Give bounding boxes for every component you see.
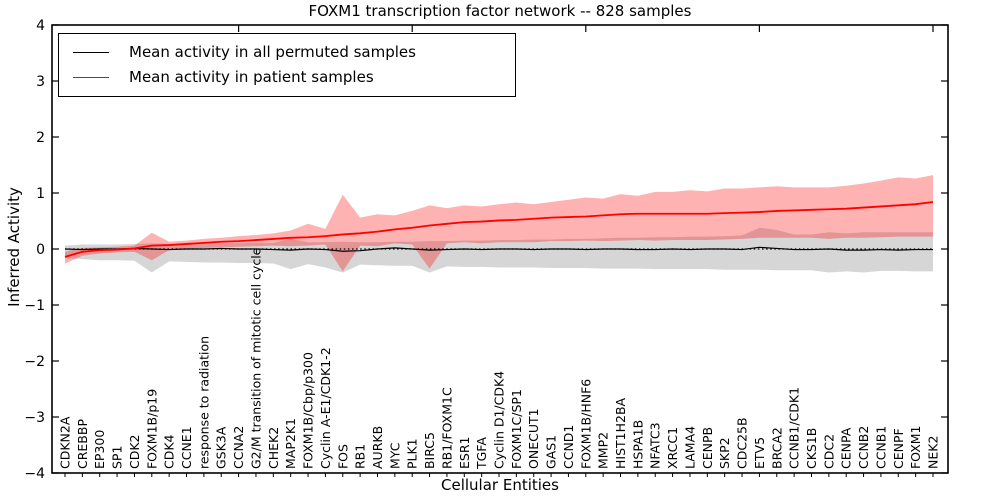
legend: Mean activity in all permuted samples Me… [58, 33, 516, 97]
svg-text:CDK2: CDK2 [127, 434, 142, 469]
svg-text:Cyclin D1/CDK4: Cyclin D1/CDK4 [492, 371, 507, 469]
svg-text:FOXM1B/HNF6: FOXM1B/HNF6 [578, 379, 593, 469]
svg-text:SP1: SP1 [110, 446, 125, 469]
x-axis-label: Cellular Entities [441, 476, 559, 494]
svg-text:CENPF: CENPF [891, 428, 906, 469]
svg-text:MAP2K1: MAP2K1 [283, 418, 298, 469]
svg-text:3: 3 [36, 74, 45, 90]
svg-text:CENPB: CENPB [700, 427, 715, 469]
svg-text:Cyclin A-E1/CDK1-2: Cyclin A-E1/CDK1-2 [318, 347, 333, 469]
svg-text:EP300: EP300 [92, 430, 107, 469]
svg-text:GSK3A: GSK3A [214, 426, 229, 469]
svg-text:BIRC5: BIRC5 [422, 432, 437, 469]
svg-text:BRCA2: BRCA2 [769, 427, 784, 469]
legend-item-patient: Mean activity in patient samples [59, 70, 515, 85]
svg-text:−1: −1 [24, 298, 45, 314]
svg-text:CCNB1: CCNB1 [873, 426, 888, 469]
svg-text:MYC: MYC [387, 442, 402, 469]
svg-text:FOXM1: FOXM1 [908, 425, 923, 469]
svg-text:1: 1 [36, 186, 45, 202]
svg-text:FOS: FOS [335, 444, 350, 469]
legend-label-patient: Mean activity in patient samples [129, 68, 374, 87]
svg-text:CCNE1: CCNE1 [179, 426, 194, 469]
svg-text:TGFA: TGFA [474, 437, 489, 470]
svg-text:4: 4 [36, 18, 45, 34]
svg-text:PLK1: PLK1 [405, 438, 420, 469]
svg-text:LAMA4: LAMA4 [682, 426, 697, 469]
svg-text:2: 2 [36, 130, 45, 146]
svg-text:CKS1B: CKS1B [804, 428, 819, 469]
svg-text:−4: −4 [24, 466, 45, 482]
svg-text:CDKN2A: CDKN2A [58, 416, 73, 469]
svg-text:HIST1H2BA: HIST1H2BA [613, 397, 628, 469]
svg-text:RB1/FOXM1C: RB1/FOXM1C [439, 387, 454, 469]
svg-text:GAS1: GAS1 [544, 435, 559, 469]
svg-text:NEK2: NEK2 [926, 436, 941, 469]
svg-text:RB1: RB1 [353, 444, 368, 469]
svg-text:CENPA: CENPA [839, 427, 854, 469]
svg-text:FOXM1B/p19: FOXM1B/p19 [144, 389, 159, 469]
svg-text:CREBBP: CREBBP [75, 419, 90, 469]
patient-line-swatch [73, 77, 109, 79]
svg-text:ETV5: ETV5 [752, 437, 767, 469]
svg-text:−2: −2 [24, 354, 45, 370]
svg-text:CDC2: CDC2 [821, 434, 836, 469]
svg-text:CDK4: CDK4 [162, 434, 177, 469]
svg-text:ESR1: ESR1 [457, 437, 472, 469]
svg-text:−3: −3 [24, 410, 45, 426]
permuted-line-swatch [73, 51, 109, 53]
svg-text:CCNB1/CDK1: CCNB1/CDK1 [787, 387, 802, 469]
svg-text:CHEK2: CHEK2 [266, 427, 281, 469]
svg-text:G2/M transition of mitotic cel: G2/M transition of mitotic cell cycle [248, 247, 263, 469]
svg-text:0: 0 [36, 242, 45, 258]
svg-text:CCNA2: CCNA2 [231, 426, 246, 469]
svg-text:FOXM1C/SP1: FOXM1C/SP1 [509, 389, 524, 469]
svg-text:XRCC1: XRCC1 [665, 427, 680, 469]
legend-label-permuted: Mean activity in all permuted samples [129, 42, 416, 61]
svg-text:NFATC3: NFATC3 [648, 422, 663, 469]
svg-text:response to radiation: response to radiation [196, 336, 211, 469]
svg-text:SKP2: SKP2 [717, 437, 732, 469]
svg-text:CCNB2: CCNB2 [856, 426, 871, 469]
svg-text:MMP2: MMP2 [596, 432, 611, 469]
svg-text:CDC25B: CDC25B [735, 417, 750, 469]
y-axis-label: Inferred Activity [5, 187, 23, 307]
svg-text:CCND1: CCND1 [561, 425, 576, 469]
legend-item-permuted: Mean activity in all permuted samples [59, 42, 515, 61]
svg-text:ONECUT1: ONECUT1 [526, 408, 541, 469]
svg-text:AURKB: AURKB [370, 426, 385, 469]
chart-title: FOXM1 transcription factor network -- 82… [308, 2, 692, 20]
svg-text:HSPA1B: HSPA1B [630, 420, 645, 469]
svg-text:FOXM1B/Cbp/p300: FOXM1B/Cbp/p300 [301, 352, 316, 469]
